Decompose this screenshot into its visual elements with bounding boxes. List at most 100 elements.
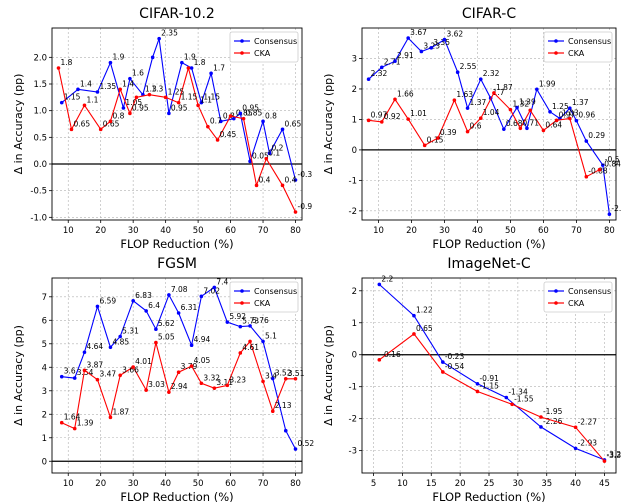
x-tick-label: 20 <box>406 226 417 236</box>
data-point <box>108 60 113 65</box>
data-label: 0.8 <box>112 111 124 120</box>
data-label: 0.6 <box>470 122 482 131</box>
data-label: 0.68 <box>506 119 523 128</box>
data-point <box>59 374 64 379</box>
data-point <box>238 111 243 116</box>
y-tick-label: 0 <box>42 457 47 467</box>
data-point <box>176 370 181 375</box>
data-point <box>573 425 578 430</box>
data-label: 7.02 <box>203 286 220 295</box>
data-point <box>515 105 519 110</box>
data-label: 1.1 <box>200 95 212 104</box>
data-point <box>452 98 457 103</box>
data-point <box>189 364 194 368</box>
data-point <box>607 212 612 217</box>
legend-box <box>543 31 613 63</box>
x-tick-label: 60 <box>538 226 549 236</box>
data-point <box>212 386 217 390</box>
data-point <box>539 425 543 429</box>
data-point <box>232 116 236 121</box>
data-point <box>199 294 204 299</box>
data-point <box>601 163 605 167</box>
data-label: 0.95 <box>171 103 188 112</box>
data-point <box>82 103 87 108</box>
data-point <box>475 389 480 394</box>
x-axis-label: FLOP Reduction (%) <box>432 490 545 502</box>
data-point <box>379 65 384 70</box>
series-cka: 1.80.651.10.650.81.40.951.3 1.251.15 1.10.… <box>56 58 312 214</box>
data-point <box>69 127 74 132</box>
data-label: 0.39 <box>440 128 457 137</box>
data-point <box>478 77 483 81</box>
data-label: 4.61 <box>242 343 259 352</box>
data-point <box>238 324 243 329</box>
data-point <box>267 151 272 156</box>
data-label: 0.4 <box>285 175 297 184</box>
data-label: 0.85 <box>236 109 253 118</box>
y-tick-label: 1.0 <box>33 107 47 117</box>
data-point <box>199 381 204 386</box>
data-label: -3.29 <box>606 450 621 459</box>
data-label: 0.65 <box>73 119 90 128</box>
y-tick-label: 0 <box>352 146 357 156</box>
data-label: 1.4 <box>80 79 92 88</box>
data-point <box>492 91 496 95</box>
data-point <box>422 143 427 148</box>
data-label: 2.71 <box>384 57 401 66</box>
data-point <box>261 119 265 124</box>
data-point <box>393 97 397 102</box>
data-point <box>293 210 298 214</box>
x-tick-label: 15 <box>426 479 437 489</box>
y-tick-label: 2 <box>42 410 47 420</box>
data-point <box>144 388 148 392</box>
data-point <box>270 409 275 414</box>
data-label: 5.31 <box>122 327 139 336</box>
legend-marker <box>554 289 558 293</box>
data-point <box>98 127 103 132</box>
data-label: 1.03 <box>562 109 579 118</box>
data-point <box>573 446 578 451</box>
data-label: 3.11 <box>216 378 233 387</box>
data-point <box>209 71 213 76</box>
legend-marker <box>554 301 558 305</box>
data-point <box>144 309 148 313</box>
data-point <box>455 70 460 74</box>
data-point <box>261 339 265 344</box>
series-cka: 1.641.39 3.873.47 1.87 3.664.01 3.03 5.05 2.94… <box>59 333 305 431</box>
data-point <box>128 111 132 116</box>
data-label: 3.87 <box>86 360 103 369</box>
data-label: -1.15 <box>479 381 499 390</box>
chart-panel-3: 10 20 30 40 50 60 70 80 0 1 2 3 4 5 6 7 FGSM FLOP Reducti… <box>12 256 314 502</box>
series-line <box>378 333 605 462</box>
x-axis-label: FLOP Reduction (%) <box>120 490 233 502</box>
legend-marker <box>554 39 558 43</box>
data-label: 3.67 <box>410 28 427 37</box>
data-point <box>379 120 384 124</box>
x-tick-label: 60 <box>225 226 236 236</box>
data-point <box>377 282 382 287</box>
data-label: 2.32 <box>483 69 500 78</box>
y-tick-label: -2 <box>349 415 357 425</box>
y-tick-label: -1.0 <box>30 213 47 223</box>
data-point <box>134 95 139 100</box>
series-consensus: 2.32 2.712.91 3.67 3.233.353.62 2.55 1.37 2.32… <box>366 28 621 217</box>
legend-marker <box>240 39 244 43</box>
legend-label: CKA <box>568 49 585 58</box>
x-tick-label: 60 <box>225 479 236 489</box>
plot-frame <box>51 277 303 474</box>
x-axis-label: FLOP Reduction (%) <box>432 237 545 251</box>
data-point <box>59 100 64 105</box>
data-point <box>95 304 100 309</box>
data-point <box>502 127 506 131</box>
data-label: 1.39 <box>77 419 94 428</box>
data-point <box>131 365 135 369</box>
legend-marker <box>240 289 244 293</box>
x-tick-label: 30 <box>128 479 139 489</box>
data-label: 0.4 <box>259 175 271 184</box>
x-tick-label: 25 <box>484 479 495 489</box>
data-point <box>196 103 200 108</box>
y-tick-label: -2 <box>349 207 357 217</box>
legend-box <box>229 31 299 63</box>
x-tick-label: 50 <box>193 479 204 489</box>
